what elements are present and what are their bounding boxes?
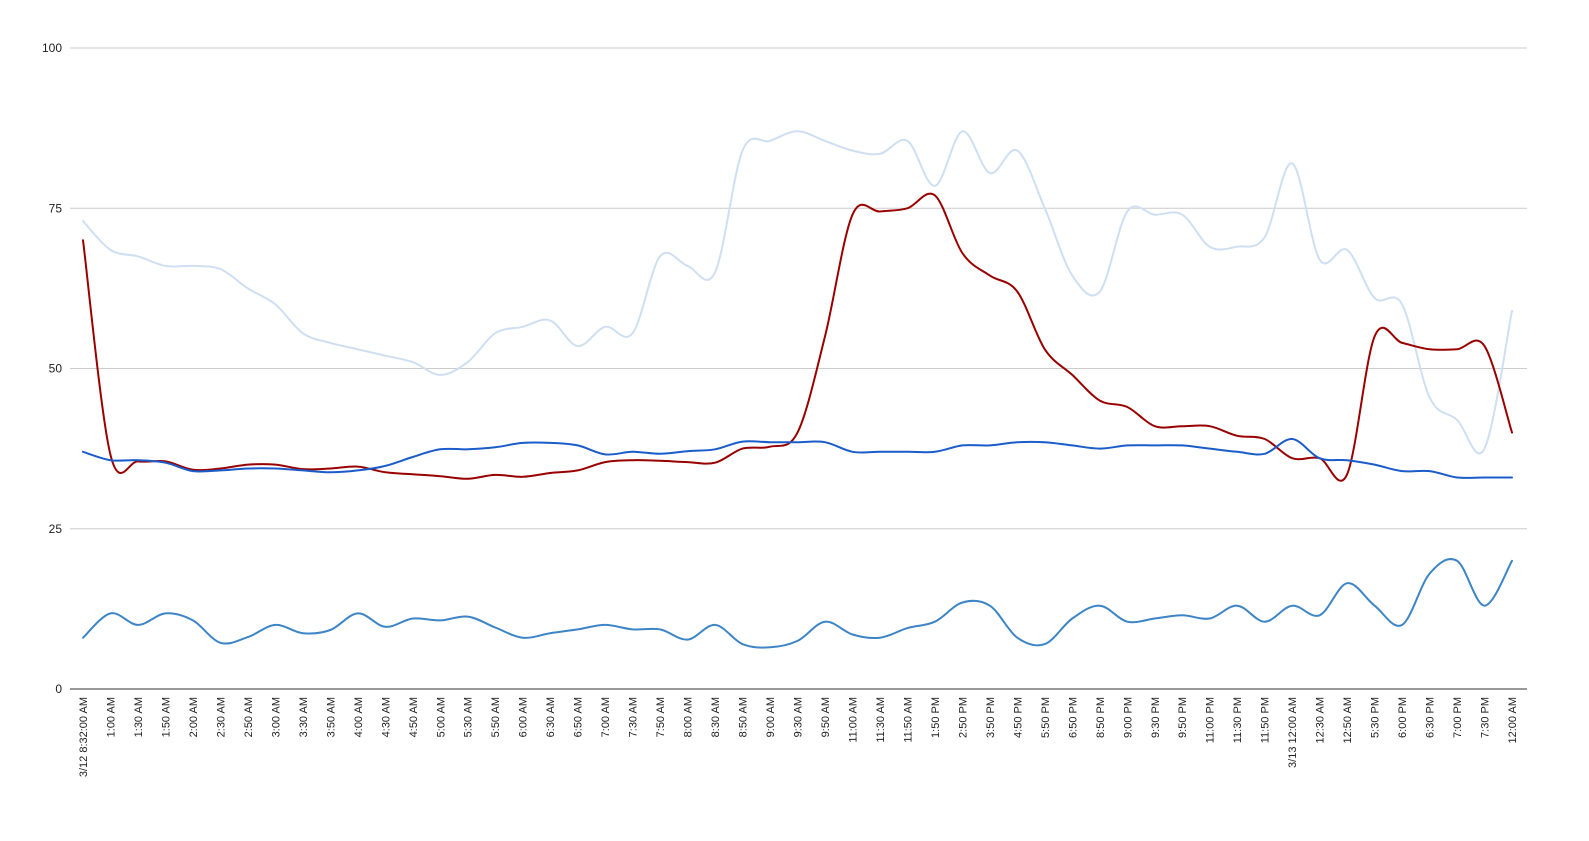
x-tick-label: 6:50 AM xyxy=(573,697,585,737)
x-tick-label: 1:30 AM xyxy=(133,697,145,737)
x-tick-label: 7:30 PM xyxy=(1480,697,1492,738)
x-tick-label: 6:00 AM xyxy=(518,697,530,737)
series-line-3 xyxy=(82,438,1513,479)
x-tick-label: 7:30 AM xyxy=(628,697,640,737)
x-tick-label: 9:00 PM xyxy=(1122,697,1134,738)
x-tick-label: 8:50 PM xyxy=(1095,697,1107,738)
x-tick-label: 11:00 PM xyxy=(1205,697,1217,743)
y-tick-label: 25 xyxy=(49,522,63,536)
x-tick-label: 11:50 PM xyxy=(1260,697,1272,743)
x-tick-label: 3:50 PM xyxy=(985,697,997,738)
x-tick-label: 6:30 PM xyxy=(1425,697,1437,738)
x-tick-label: 9:00 AM xyxy=(765,697,777,737)
x-tick-label: 2:30 AM xyxy=(215,697,227,737)
x-tick-label: 11:50 AM xyxy=(902,697,914,743)
x-tick-label: 9:30 AM xyxy=(793,697,805,737)
x-tick-label: 6:30 AM xyxy=(545,697,557,737)
gridlines xyxy=(70,47,1527,530)
x-axis-tick-labels: 3/12 8:32:00 AM 1:00 AM 1:30 AM 1:50 AM 2:00… xyxy=(78,697,1519,777)
x-tick-label: 6:50 PM xyxy=(1067,697,1079,738)
x-tick-label: 3:00 AM xyxy=(270,697,282,737)
x-tick-label: 1:00 AM xyxy=(106,697,118,737)
series-line-1 xyxy=(82,130,1513,455)
x-tick-label: 5:50 PM xyxy=(1040,697,1052,738)
x-tick-label: 11:30 PM xyxy=(1232,697,1244,743)
x-tick-label: 3:50 AM xyxy=(325,697,337,737)
y-tick-label: 75 xyxy=(49,201,63,215)
x-tick-label: 4:50 AM xyxy=(408,697,420,737)
x-tick-label: 2:50 AM xyxy=(243,697,255,737)
x-tick-label: 4:30 AM xyxy=(380,697,392,737)
x-tick-label: 1:50 PM xyxy=(930,697,942,738)
x-tick-label: 6:00 PM xyxy=(1397,697,1409,738)
x-tick-label: 1:50 AM xyxy=(160,697,172,737)
x-tick-label: 4:00 AM xyxy=(353,697,365,737)
x-tick-label: 5:00 AM xyxy=(435,697,447,737)
series-line-2 xyxy=(82,192,1513,482)
x-tick-label: 11:00 AM xyxy=(848,697,860,743)
x-tick-label: 8:30 AM xyxy=(710,697,722,737)
x-tick-label: 9:50 AM xyxy=(820,697,832,737)
x-tick-label: 3/13 12:00 AM xyxy=(1287,697,1299,768)
x-tick-label: 5:30 AM xyxy=(463,697,475,737)
x-tick-label: 12:30 AM xyxy=(1315,697,1327,743)
y-tick-label: 50 xyxy=(49,362,63,376)
x-tick-label: 3/12 8:32:00 AM xyxy=(78,697,90,777)
x-tick-label: 2:00 AM xyxy=(188,697,200,737)
x-tick-label: 4:50 PM xyxy=(1012,697,1024,738)
x-tick-label: 8:00 AM xyxy=(683,697,695,737)
x-tick-label: 7:00 AM xyxy=(600,697,612,737)
series-line-4 xyxy=(82,558,1513,649)
x-tick-label: 5:30 PM xyxy=(1370,697,1382,738)
x-tick-label: 9:50 PM xyxy=(1177,697,1189,738)
y-tick-label: 100 xyxy=(42,41,62,55)
x-tick-label: 9:30 PM xyxy=(1150,697,1162,738)
x-tick-label: 5:50 AM xyxy=(490,697,502,737)
series-lines xyxy=(82,130,1513,649)
x-tick-label: 11:30 AM xyxy=(875,697,887,743)
x-tick-label: 12:00 AM xyxy=(1507,697,1519,743)
x-tick-label: 12:50 AM xyxy=(1342,697,1354,743)
y-tick-label: 0 xyxy=(55,682,62,696)
x-tick-label: 8:50 AM xyxy=(738,697,750,737)
y-axis-tick-labels: 0 25 50 75 100 xyxy=(42,41,62,696)
x-tick-label: 2:50 PM xyxy=(957,697,969,738)
x-tick-label: 7:50 AM xyxy=(655,697,667,737)
x-tick-label: 3:30 AM xyxy=(298,697,310,737)
x-tick-label: 7:00 PM xyxy=(1452,697,1464,738)
